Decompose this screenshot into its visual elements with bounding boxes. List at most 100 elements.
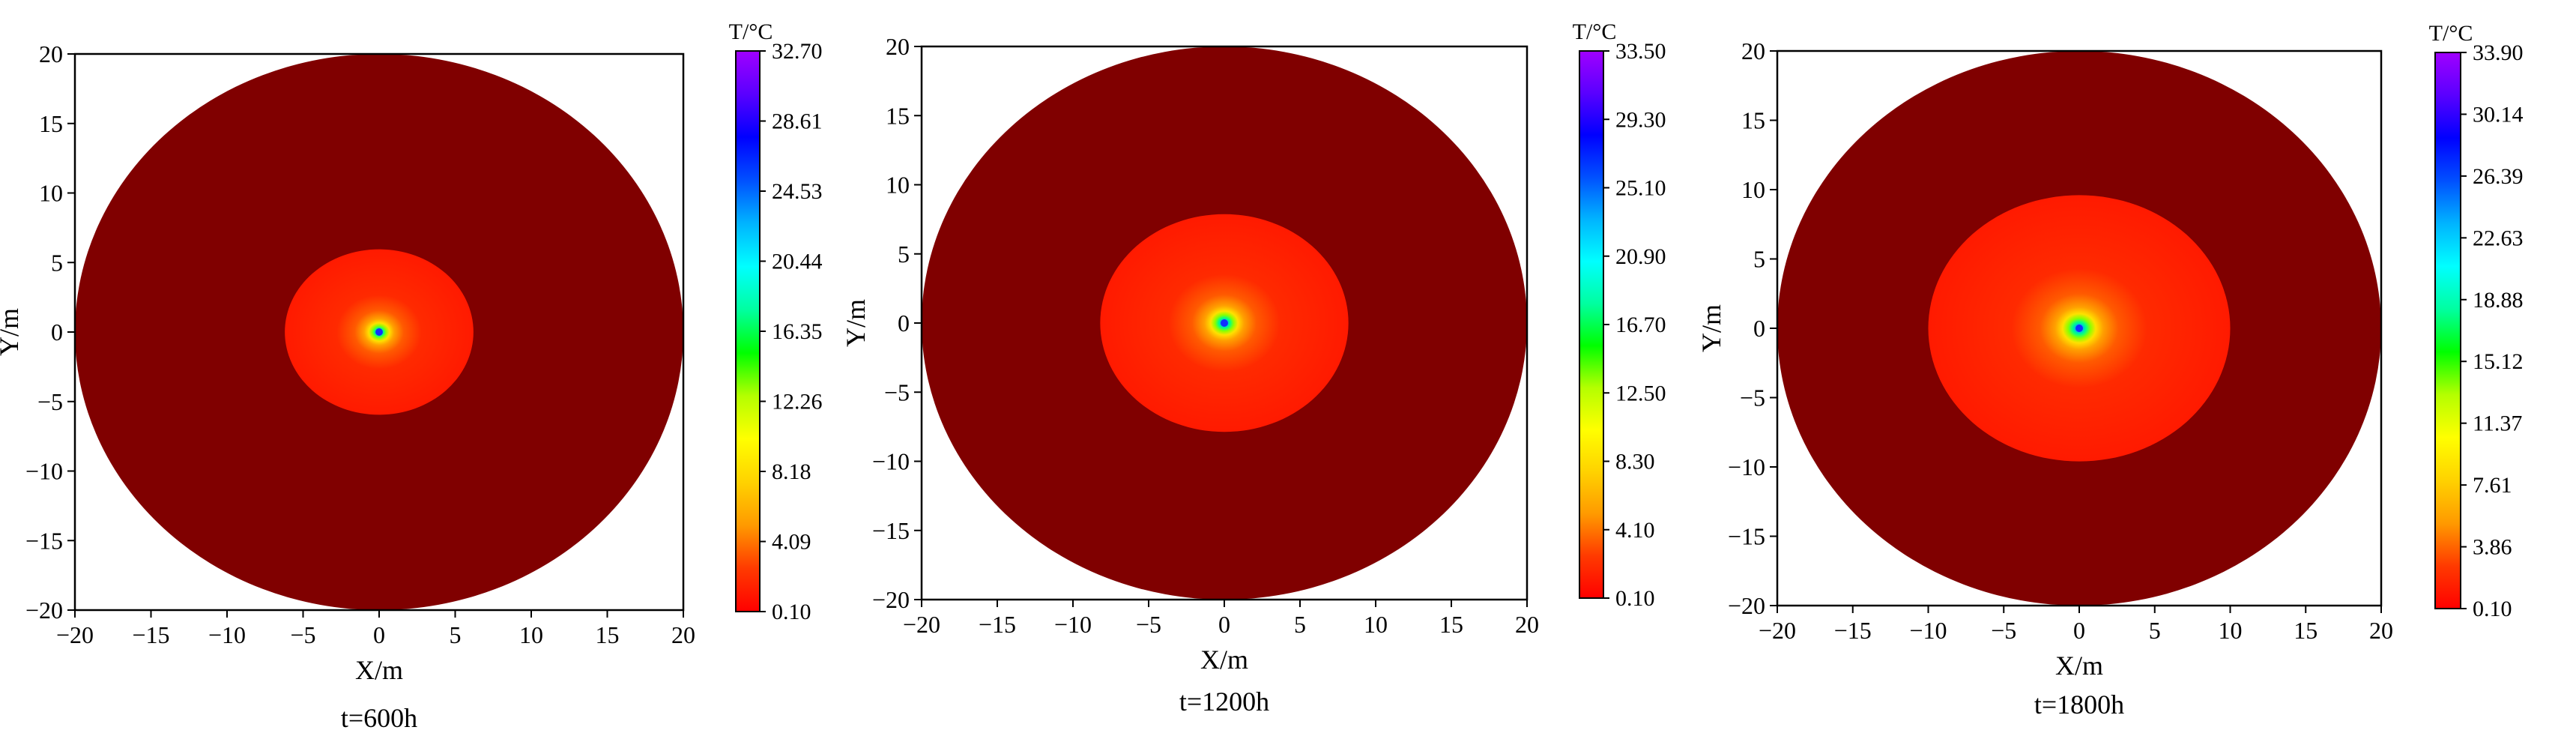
- chart-panel-1: −20 −15 −10 −5 0 5 10 15 20 20 15 10 5 0 −5 −10 −15 −20 X/…: [0, 19, 823, 733]
- heat-source-point: [2075, 325, 2083, 332]
- y-axis-label: Y/m: [0, 308, 24, 356]
- y-tick-label: −5: [884, 378, 910, 405]
- heat-source-point: [1221, 319, 1228, 327]
- colorbar-tick-label: 8.18: [772, 459, 811, 484]
- colorbar: [2434, 52, 2461, 609]
- x-tick-label: 0: [1218, 611, 1230, 638]
- colorbar-tick-label: 7.61: [2473, 473, 2512, 498]
- x-tick-label: −15: [132, 621, 169, 648]
- x-tick-label: 10: [2219, 617, 2243, 644]
- colorbar-tick-label: 12.26: [772, 390, 823, 414]
- x-tick-label: 0: [373, 621, 385, 648]
- colorbar-label: T/°C: [2429, 21, 2473, 46]
- y-axis-label: Y/m: [841, 299, 871, 347]
- y-tick-label: −20: [1728, 592, 1765, 619]
- y-tick-label: −10: [1728, 453, 1765, 480]
- x-tick-label: 10: [1364, 611, 1388, 638]
- y-axis-label: Y/m: [1696, 304, 1726, 352]
- colorbar-tick-label: 16.70: [1615, 313, 1666, 337]
- y-tick-label: 0: [51, 319, 63, 346]
- y-tick-label: −10: [872, 448, 910, 475]
- y-tick-label: −20: [25, 597, 63, 624]
- colorbar-tick-label: 29.30: [1615, 107, 1666, 132]
- x-tick-label: −10: [1054, 611, 1092, 638]
- colorbar-tick-label: 16.35: [772, 319, 823, 344]
- colorbar: [735, 50, 761, 612]
- heat-source-point: [375, 328, 383, 336]
- chart-panel-2: −20 −15 −10 −5 0 5 10 15 20 20 15 10 5 0 −5 −10 −15 −20 X/…: [841, 19, 1666, 717]
- colorbar-tick-label: 33.90: [2473, 40, 2524, 65]
- x-tick-label: −10: [208, 621, 246, 648]
- colorbar-tick-label: 12.50: [1615, 381, 1666, 405]
- y-tick-label: 5: [1753, 246, 1765, 273]
- colorbar-tick-label: 3.86: [2473, 535, 2512, 560]
- panel-title: t=1200h: [1179, 687, 1269, 717]
- colorbar-tick-label: 20.44: [772, 250, 823, 274]
- x-tick-label: 5: [450, 621, 462, 648]
- colorbar-tick-label: 4.09: [772, 530, 811, 555]
- x-tick-label: 5: [1294, 611, 1306, 638]
- colorbar-label: T/°C: [1573, 19, 1617, 44]
- y-tick-label: 0: [898, 310, 910, 337]
- x-tick-label: −20: [1759, 617, 1796, 644]
- x-tick-label: −5: [1136, 611, 1161, 638]
- x-tick-label: 10: [519, 621, 543, 648]
- x-tick-label: −5: [1991, 617, 2016, 644]
- y-tick-label: −15: [1728, 523, 1765, 550]
- x-axis-label: X/m: [2055, 651, 2103, 681]
- panel-title: t=600h: [341, 703, 417, 733]
- x-tick-label: −5: [290, 621, 315, 648]
- colorbar-tick-label: 0.10: [1615, 586, 1655, 611]
- panel-title: t=1800h: [2034, 690, 2124, 720]
- y-tick-label: 15: [39, 110, 63, 137]
- y-tick-label: −10: [25, 458, 63, 485]
- y-tick-label: 20: [886, 33, 910, 60]
- colorbar: [1579, 50, 1604, 599]
- x-tick-label: −15: [979, 611, 1016, 638]
- colorbar-tick-label: 0.10: [772, 600, 811, 624]
- x-tick-label: 5: [2149, 617, 2161, 644]
- colorbar-tick-label: 26.39: [2473, 164, 2524, 189]
- colorbar-tick-label: 28.61: [772, 109, 823, 134]
- x-tick-label: 15: [596, 621, 620, 648]
- y-tick-label: 15: [886, 102, 910, 129]
- colorbar-tick-label: 0.10: [2473, 597, 2512, 621]
- y-tick-label: 10: [1741, 176, 1765, 203]
- chart-panel-3: −20 −15 −10 −5 0 5 10 15 20 20 15 10 5 0 −5 −10 −15 −20 X/…: [1696, 21, 2524, 720]
- y-tick-label: −15: [872, 517, 910, 544]
- y-tick-label: 20: [39, 40, 63, 67]
- x-tick-label: 20: [1515, 611, 1539, 638]
- colorbar-tick-label: 24.53: [772, 179, 823, 204]
- x-tick-label: −10: [1909, 617, 1947, 644]
- y-tick-label: 15: [1741, 107, 1765, 134]
- colorbar-tick-label: 4.10: [1615, 518, 1655, 543]
- y-tick-label: 20: [1741, 37, 1765, 64]
- y-tick-label: 0: [1753, 315, 1765, 342]
- y-tick-label: −15: [25, 527, 63, 554]
- x-tick-label: 15: [1439, 611, 1463, 638]
- x-tick-label: −20: [903, 611, 940, 638]
- x-tick-label: 0: [2073, 617, 2085, 644]
- x-tick-label: 20: [2369, 617, 2393, 644]
- colorbar-tick-label: 11.37: [2473, 411, 2522, 436]
- y-tick-label: −20: [872, 586, 910, 613]
- colorbar-tick-label: 30.14: [2473, 102, 2524, 127]
- colorbar-tick-label: 33.50: [1615, 39, 1666, 64]
- colorbar-tick-label: 8.30: [1615, 450, 1655, 474]
- x-tick-label: 20: [671, 621, 695, 648]
- x-axis-label: X/m: [355, 655, 403, 685]
- colorbar-label: T/°C: [729, 19, 773, 44]
- colorbar-tick-label: 18.88: [2473, 288, 2524, 313]
- y-tick-label: 5: [898, 241, 910, 268]
- x-tick-label: −15: [1834, 617, 1872, 644]
- x-axis-label: X/m: [1200, 645, 1248, 675]
- colorbar-tick-label: 32.70: [772, 39, 823, 64]
- x-tick-label: −20: [56, 621, 94, 648]
- colorbar-tick-label: 20.90: [1615, 244, 1666, 269]
- y-tick-label: 5: [51, 249, 63, 276]
- colorbar-tick-label: 22.63: [2473, 226, 2524, 250]
- y-tick-label: −5: [1740, 384, 1765, 411]
- y-tick-label: −5: [37, 388, 63, 415]
- y-tick-label: 10: [39, 180, 63, 207]
